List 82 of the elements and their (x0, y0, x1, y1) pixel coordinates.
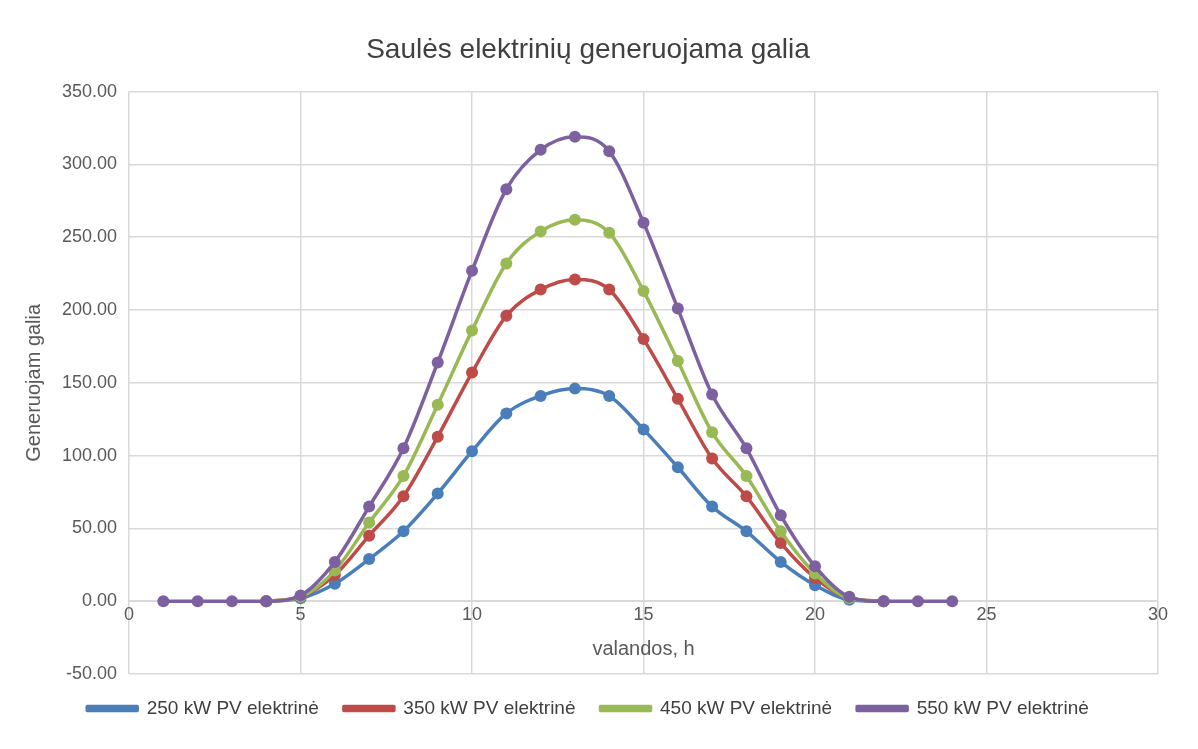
point (363, 552, 376, 565)
x-tick-label: 25 (976, 603, 997, 624)
x-tick-label: 0 (124, 603, 135, 624)
point (363, 516, 376, 529)
point (363, 500, 376, 513)
point (637, 333, 650, 346)
point (603, 283, 616, 296)
point (740, 469, 753, 482)
point (603, 226, 616, 239)
point (157, 595, 170, 608)
point (568, 130, 581, 143)
point (671, 392, 684, 405)
x-axis-title: valandos, h (592, 637, 695, 660)
point (431, 356, 444, 369)
point (671, 302, 684, 315)
point (809, 560, 822, 573)
point (603, 145, 616, 158)
point (568, 382, 581, 395)
y-tick-label: 0.00 (82, 590, 118, 611)
point (534, 143, 547, 156)
point (568, 273, 581, 286)
point (397, 490, 410, 503)
point (671, 354, 684, 367)
point (706, 426, 719, 439)
x-tick-label: 10 (462, 603, 483, 624)
x-tick-label: 15 (633, 603, 654, 624)
point (568, 213, 581, 226)
point (397, 525, 410, 538)
point (431, 430, 444, 443)
point (500, 407, 513, 420)
point (191, 595, 204, 608)
point (740, 525, 753, 538)
point (534, 283, 547, 296)
point (946, 595, 959, 608)
point (500, 309, 513, 322)
point (637, 285, 650, 298)
point (466, 366, 479, 379)
point (603, 389, 616, 402)
point (225, 595, 238, 608)
point (397, 442, 410, 455)
point (466, 324, 479, 337)
legend-label: 550 kW PV elektrinė (916, 696, 1089, 718)
x-tick-label: 5 (295, 603, 306, 624)
x-tick-label: 20 (805, 603, 826, 624)
point (637, 423, 650, 436)
point (740, 442, 753, 455)
point (774, 509, 787, 522)
point (328, 555, 341, 568)
point (671, 461, 684, 474)
y-tick-label: 150.00 (61, 371, 118, 392)
y-tick-label: 200.00 (61, 298, 118, 319)
legend-label: 250 kW PV elektrinė (146, 696, 319, 718)
point (466, 445, 479, 458)
point (774, 555, 787, 568)
point (706, 388, 719, 401)
y-tick-label: 300.00 (61, 153, 118, 174)
point (740, 490, 753, 503)
point (397, 469, 410, 482)
y-tick-label: 50.00 (72, 517, 118, 538)
y-tick-label: 350.00 (61, 80, 118, 101)
y-tick-label: -50.00 (66, 662, 118, 683)
chart-title: Saulės elektrinių generuojama galia (366, 32, 811, 64)
x-tick-label: 30 (1147, 603, 1169, 624)
point (706, 500, 719, 513)
legend-label: 350 kW PV elektrinė (403, 696, 576, 718)
y-tick-label: 100.00 (61, 444, 118, 465)
point (534, 225, 547, 238)
point (500, 183, 513, 196)
point (637, 216, 650, 229)
point (774, 525, 787, 538)
point (534, 389, 547, 402)
point (431, 487, 444, 500)
point (363, 529, 376, 542)
y-axis-title: Generuojam galia (21, 302, 44, 462)
legend-label: 450 kW PV elektrinė (660, 696, 833, 718)
point (706, 452, 719, 465)
point (431, 398, 444, 411)
point (466, 264, 479, 277)
y-tick-label: 250.00 (61, 226, 118, 247)
point (911, 595, 924, 608)
point (774, 536, 787, 549)
point (500, 257, 513, 270)
